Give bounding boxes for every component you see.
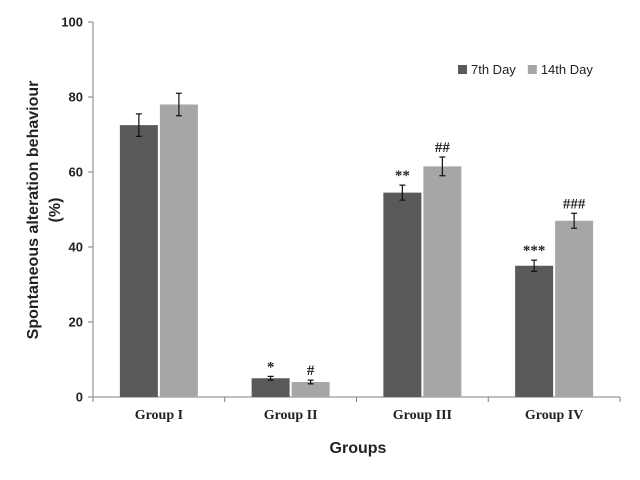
bar-14th-day [555, 220, 594, 397]
error-bars [135, 92, 578, 385]
bars [119, 104, 594, 397]
x-tick-label: Group IV [525, 408, 583, 423]
significance-marker: *** [523, 243, 546, 259]
significance-marker: ** [395, 168, 410, 184]
bar-7th-day [119, 125, 158, 397]
bar-7th-day [383, 192, 422, 397]
bar-14th-day [291, 382, 330, 397]
bar-14th-day [423, 166, 462, 397]
y-tick-label: 0 [76, 390, 83, 405]
y-axis-title-line-1: Spontaneous alteration behaviour [25, 81, 42, 340]
y-axis-ticks: 0 20 40 60 80 100 [61, 15, 93, 405]
x-tick-label: Group III [393, 408, 452, 423]
y-tick-label: 80 [69, 90, 83, 105]
legend-label: 7th Day [471, 62, 516, 77]
significance-marker: * [267, 359, 275, 375]
legend-swatch [527, 65, 537, 74]
y-tick-label: 20 [69, 315, 83, 330]
legend-label: 14th Day [541, 62, 594, 77]
x-axis-ticks: Group I Group II Group III Group IV [92, 397, 621, 423]
x-tick-label: Group I [135, 408, 183, 423]
significance-annotations: ******###### [267, 140, 586, 379]
legend: 7th Day 14th Day [458, 62, 593, 77]
x-tick-label: Group II [264, 408, 318, 423]
y-axis-title-line-2: (%) [47, 198, 64, 223]
significance-marker: # [307, 363, 315, 379]
bar-7th-day [251, 378, 290, 397]
significance-marker: ## [435, 140, 451, 156]
y-tick-label: 60 [69, 165, 83, 180]
x-axis-title: Groups [330, 440, 387, 457]
y-tick-label: 100 [61, 15, 83, 30]
bar-7th-day [515, 265, 554, 397]
y-tick-label: 40 [69, 240, 83, 255]
significance-marker: ### [563, 196, 586, 212]
y-axis-title: Spontaneous alteration behaviour (%) [25, 81, 64, 340]
bar-14th-day [159, 104, 198, 397]
legend-swatch [458, 65, 467, 74]
